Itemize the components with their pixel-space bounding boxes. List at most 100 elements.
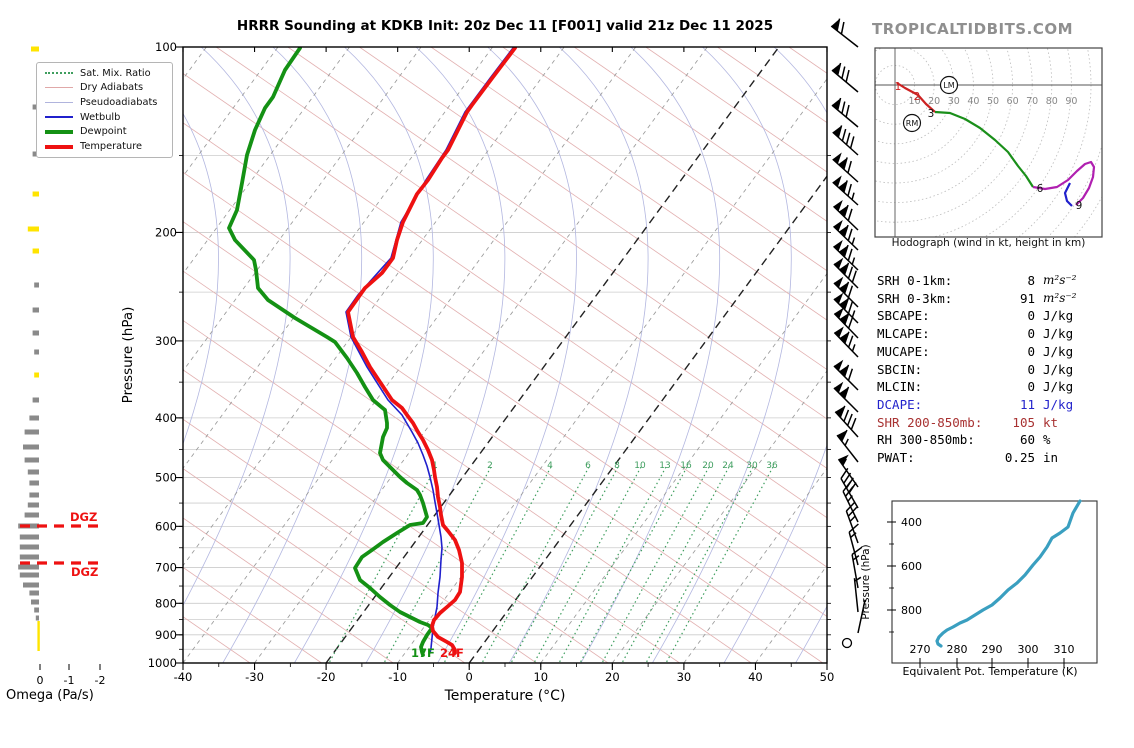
thetae-curve [935,499,1082,648]
stat-unit: % [1043,432,1051,448]
mixing-ratio-label: 6 [585,461,591,471]
hodograph-ring-label: 90 [1065,96,1077,107]
mixing-ratio-label: 16 [680,461,692,471]
hodograph-ring-label: 70 [1026,96,1038,107]
x-tick-label: -20 [317,670,336,684]
omega-bar [34,282,39,288]
thetae-y-tick: 400 [901,516,922,529]
wind-barb [840,467,859,509]
omega-bar [32,397,39,403]
omega-bar [29,480,39,486]
wind-barb [851,546,863,589]
thetae-x-tick: 290 [982,643,1003,656]
stat-label: SHR 200-850mb: [877,414,983,430]
stat-unit: J/kg [1043,308,1074,324]
mixing-ratio-label: 20 [702,461,714,471]
omega-tick-label: 0 [37,674,44,687]
wind-barb-column [830,18,866,649]
omega-bar [31,599,39,605]
legend-item: Pseudoadiabats [37,96,172,110]
surface-temperature-label: 24F [440,646,464,660]
omega-bar [32,248,39,254]
stat-value: 0 [1027,326,1035,342]
omega-bar [29,492,39,498]
omega-bar [19,572,39,578]
stat-value: 8 [1027,273,1035,288]
omega-bar [32,104,39,110]
legend-item: Temperature [37,140,172,154]
stat-unit: J/kg [1043,396,1074,412]
stat-row: MUCAPE: 0 J/kg [877,343,1127,361]
thetae-y-label: Pressure (hPa) [860,544,872,620]
hodograph-caption: Hodograph (wind in kt, height in km) [891,237,1086,249]
p-tick-label: 300 [155,334,177,348]
stat-row: SRH 0-1km: 8 m²s⁻² [877,272,1127,290]
hodograph-ring-label: 40 [967,96,979,107]
stat-unit: kt [1043,414,1059,430]
stat-label: SRH 0-3km: [877,290,953,306]
mixing-ratio-label: 13 [659,461,670,471]
stat-row: DCAPE: 11 J/kg [877,396,1127,414]
x-tick-label: -40 [174,670,193,684]
omega-bar [32,191,39,197]
thetae-x-tick: 310 [1054,643,1075,656]
wind-barb [834,405,859,438]
stat-unit: m²s⁻² [1043,273,1077,287]
omega-bar [23,582,39,588]
legend-sample-solid [45,116,73,119]
stat-value: 0 [1027,343,1035,359]
wind-barb [830,18,859,48]
wind-barb [833,359,859,391]
hodograph-ring-label: 10 [909,96,921,107]
dewpoint-curve [227,47,434,657]
wind-barb [832,125,859,156]
legend-sample-dotted [45,72,73,75]
thetae-x-label: Equivalent Pot. Temperature (K) [902,665,1078,678]
omega-bar [24,512,39,518]
x-tick-label: 0 [466,670,473,684]
wind-barb [832,175,859,206]
temperature-curve [346,47,517,655]
hodograph-ring-label: 60 [1007,96,1019,107]
legend-sample-solid [45,87,73,89]
hodograph-trace [1063,182,1073,207]
legend-label: Pseudoadiabats [80,97,158,109]
thetae-panel: 400 600 800 270 280 290 300 310 [887,499,1098,668]
legend-sample-solid [45,129,73,134]
stat-row: SBCIN: 0 J/kg [877,361,1127,379]
stat-row: SHR 200-850mb: 105 kt [877,414,1127,432]
omega-bar [27,502,39,508]
hodograph-ring-label: 80 [1046,96,1058,107]
page-title: HRRR Sounding at KDKB Init: 20z Dec 11 [… [236,18,774,34]
omega-bar [34,607,39,613]
hodograph-trace [896,82,936,113]
mixing-ratio-label: 24 [722,461,734,471]
wind-barb [857,599,866,634]
hodograph-height-label: 3 [928,108,935,120]
omega-bar [18,564,39,570]
stat-label: PWAT: [877,450,915,466]
stat-unit: m²s⁻² [1043,290,1077,305]
hodograph-ring-label: 30 [948,96,960,107]
omega-bar [29,415,39,421]
hodograph-height-label: 1 [895,81,902,93]
omega-bar [35,615,39,621]
thetae-x-tick: 300 [1018,643,1039,656]
omega-bar [31,46,39,52]
stat-value: 11 [1019,396,1035,412]
wind-barb [832,152,859,183]
p-tick-label: 800 [155,596,177,610]
mixing-ratio-label: 10 [634,461,646,471]
stat-unit: J/kg [1043,326,1074,342]
stat-row: RH 300-850mb: 60% [877,431,1127,449]
wind-barb [837,454,859,488]
wind-barb [853,576,862,613]
mixing-ratio-label: 8 [614,461,620,471]
omega-bar [27,469,39,475]
wind-barb [833,381,859,413]
thetae-x-tick: 280 [947,643,968,656]
x-tick-label: 10 [533,670,548,684]
hodograph-trace [1032,160,1096,206]
